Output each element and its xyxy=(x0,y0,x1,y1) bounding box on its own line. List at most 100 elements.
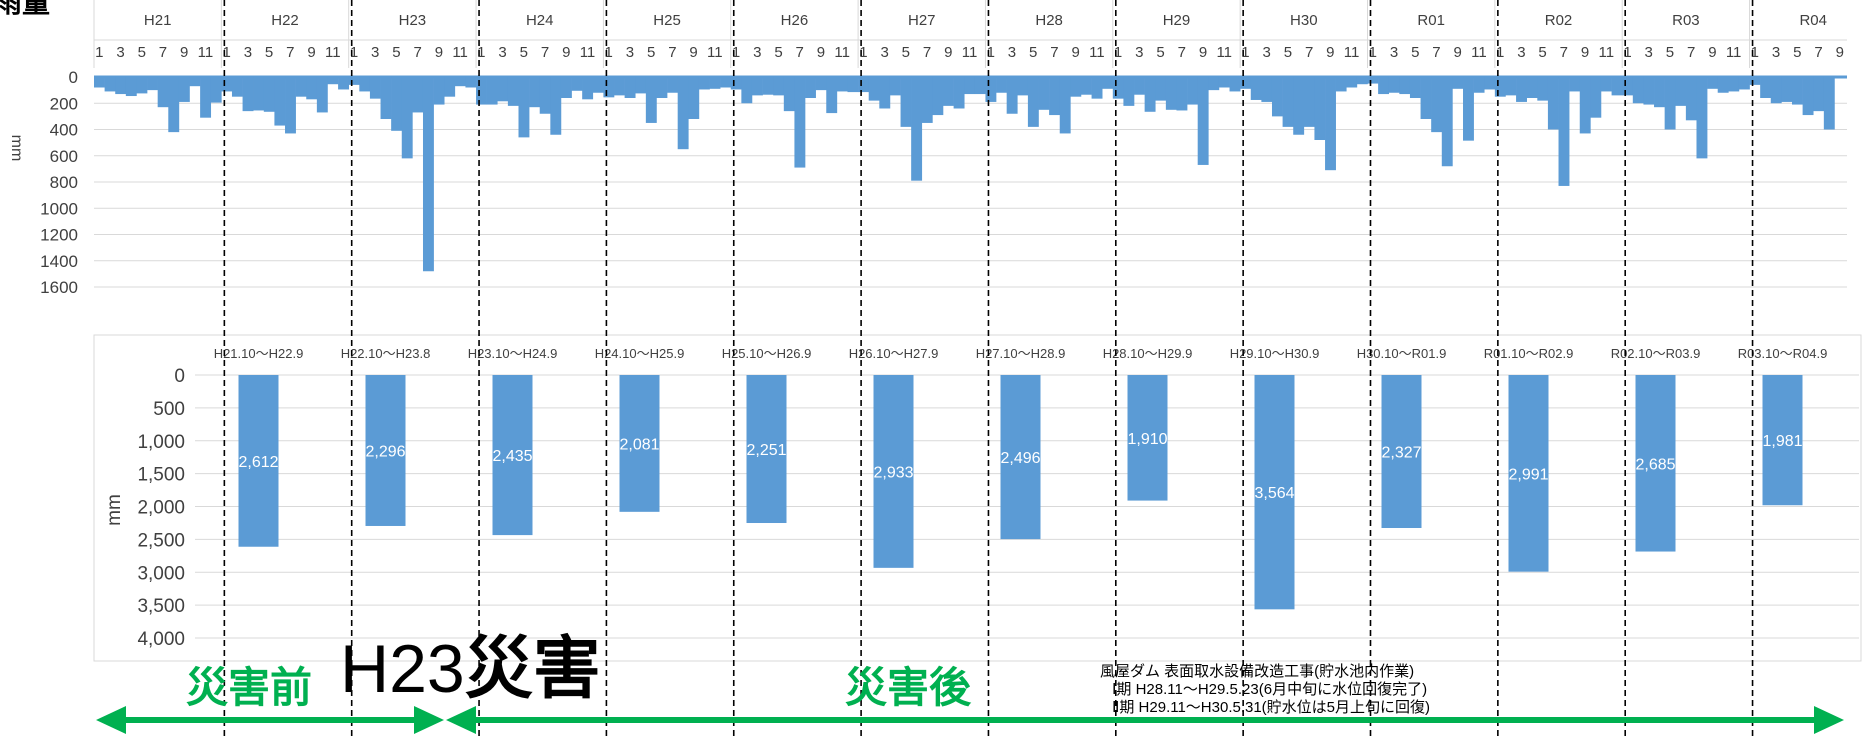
month-tick-label: 11 xyxy=(1726,44,1742,61)
monthly-bar xyxy=(1197,77,1209,165)
monthly-bar xyxy=(889,77,901,96)
monthly-bar xyxy=(422,77,434,272)
year-label: H25 xyxy=(653,12,681,29)
monthly-bar xyxy=(624,77,636,98)
monthly-bar xyxy=(1813,77,1825,112)
monthly-bar xyxy=(1654,77,1665,108)
month-tick-label: 3 xyxy=(626,44,634,61)
monthly-bar xyxy=(1579,77,1591,134)
annual-category-label: H27.10〜H28.9 xyxy=(976,346,1066,361)
annual-bar xyxy=(1508,375,1549,572)
monthly-bar xyxy=(1516,77,1527,102)
annual-category-label: R01.10〜R02.9 xyxy=(1484,346,1574,361)
monthly-bar xyxy=(1399,77,1411,95)
annual-bar xyxy=(238,375,279,547)
annual-value-label: 1,981 xyxy=(1762,433,1802,450)
monthly-bar xyxy=(603,77,615,98)
monthly-ylabel: mm xyxy=(8,135,25,162)
disaster-event-label: H23災害 xyxy=(340,631,601,707)
monthly-bar xyxy=(274,77,286,126)
month-tick-label: 5 xyxy=(265,44,273,61)
month-tick-label: 9 xyxy=(817,44,825,61)
monthly-bar xyxy=(900,77,912,127)
month-tick-label: 9 xyxy=(1326,44,1334,61)
year-label: H30 xyxy=(1290,12,1318,29)
month-tick-label: 9 xyxy=(562,44,570,61)
monthly-bar xyxy=(1632,77,1644,104)
month-tick-label: 9 xyxy=(944,44,952,61)
monthly-bar xyxy=(518,77,530,138)
monthly-bar xyxy=(698,77,710,90)
month-tick-label: 1 xyxy=(1241,44,1249,61)
month-tick-label: 1 xyxy=(732,44,740,61)
annual-y-tick-label: 2,000 xyxy=(137,498,185,519)
annual-category-label: H26.10〜H27.9 xyxy=(849,346,939,361)
month-tick-label: 9 xyxy=(435,44,443,61)
month-tick-label: 9 xyxy=(1199,44,1207,61)
monthly-bar xyxy=(1537,77,1549,101)
monthly-y-tick-label: 400 xyxy=(50,121,78,140)
monthly-bar xyxy=(1303,77,1315,127)
month-tick-label: 11 xyxy=(452,44,468,61)
monthly-bar xyxy=(1738,77,1750,90)
monthly-bar xyxy=(231,77,243,97)
annual-category-label: H29.10〜H30.9 xyxy=(1230,346,1320,361)
annual-value-label: 2,327 xyxy=(1381,445,1421,462)
month-tick-label: 7 xyxy=(541,44,549,61)
monthly-bar xyxy=(1250,77,1262,100)
monthly-bar xyxy=(1558,77,1570,186)
month-tick-label: 7 xyxy=(1560,44,1568,61)
disaster-event-word: 災害 xyxy=(465,631,601,707)
month-tick-label: 3 xyxy=(498,44,506,61)
month-tick-label: 7 xyxy=(1305,44,1313,61)
monthly-bar xyxy=(221,77,233,92)
month-tick-label: 7 xyxy=(1178,44,1186,61)
monthly-bar xyxy=(709,77,721,89)
monthly-bar xyxy=(1823,77,1835,130)
month-tick-label: 1 xyxy=(95,44,103,61)
month-tick-label: 5 xyxy=(1156,44,1164,61)
monthly-bar xyxy=(847,77,859,93)
monthly-y-tick-label: 600 xyxy=(50,147,78,166)
month-tick-label: 5 xyxy=(1029,44,1037,61)
monthly-bar xyxy=(359,77,371,92)
monthly-bar xyxy=(1622,77,1634,96)
annual-y-tick-label: 3,500 xyxy=(137,596,185,617)
year-dividers xyxy=(223,0,1754,739)
month-tick-label: 11 xyxy=(834,44,850,61)
monthly-bar xyxy=(1070,77,1082,97)
monthly-bar xyxy=(614,77,625,96)
year-label: H28 xyxy=(1035,12,1063,29)
annual-labels: 0 500 1,000 1,500 2,000 2,500 3,000 3,500 4,000 2… xyxy=(137,346,1827,650)
month-tick-label: 11 xyxy=(1216,44,1232,61)
monthly-bar xyxy=(1749,77,1761,85)
work-phase-1: Ⅰ期 H28.11〜H29.5.23(6月中旬に水位回復完了) xyxy=(1112,681,1427,698)
monthly-bar xyxy=(1452,77,1464,89)
monthly-bar xyxy=(1675,77,1687,106)
monthly-bar xyxy=(1664,77,1676,130)
month-tick-label: 1 xyxy=(605,44,613,61)
monthly-bar xyxy=(1006,77,1018,114)
monthly-bar xyxy=(327,77,339,85)
monthly-bar xyxy=(677,77,689,150)
annual-y-tick-label: 500 xyxy=(153,399,185,420)
monthly-bar xyxy=(316,77,328,113)
monthly-bar xyxy=(168,77,180,133)
monthly-bar xyxy=(157,77,169,108)
monthly-bar xyxy=(1134,77,1145,95)
month-tick-label: 11 xyxy=(1598,44,1614,61)
year-label: H24 xyxy=(526,12,554,29)
monthly-bar xyxy=(783,77,795,112)
annual-value-label: 2,296 xyxy=(365,443,405,460)
monthly-bar xyxy=(94,77,105,88)
monthly-bar xyxy=(1282,77,1294,127)
month-tick-label: 3 xyxy=(753,44,761,61)
monthly-bar xyxy=(1346,77,1358,88)
monthly-bar xyxy=(953,77,965,109)
monthly-bar xyxy=(1494,77,1506,97)
month-tick-label: 9 xyxy=(307,44,315,61)
monthly-bar xyxy=(550,77,562,135)
month-tick-label: 1 xyxy=(859,44,867,61)
month-tick-label: 1 xyxy=(1369,44,1377,61)
